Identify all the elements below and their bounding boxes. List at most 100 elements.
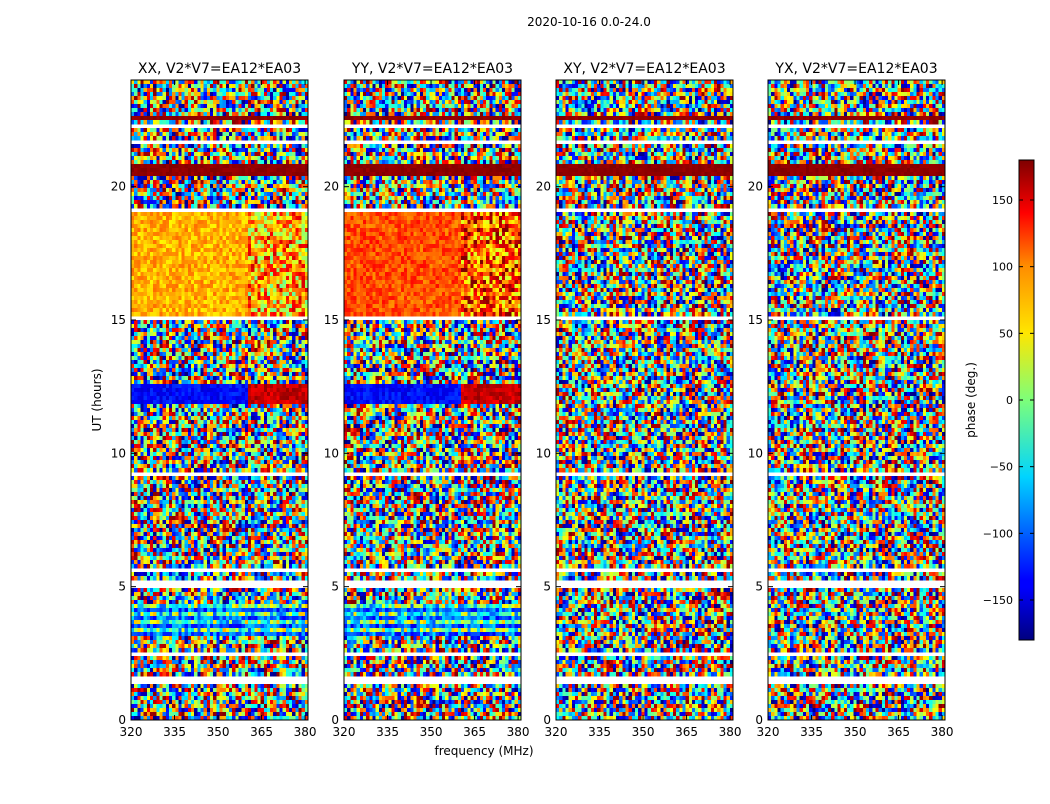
heatmap-cell bbox=[213, 88, 217, 92]
heatmap-cell bbox=[191, 260, 195, 264]
heatmap-cell bbox=[169, 88, 173, 92]
heatmap-cell bbox=[147, 184, 151, 188]
heatmap-cell bbox=[229, 248, 233, 252]
heatmap-cell bbox=[220, 152, 224, 156]
heatmap-cell bbox=[248, 260, 252, 264]
heatmap-cell bbox=[273, 104, 277, 108]
heatmap-cell bbox=[261, 200, 265, 204]
heatmap-cell bbox=[166, 80, 170, 84]
heatmap-cell bbox=[134, 260, 138, 264]
heatmap-cell bbox=[131, 80, 135, 84]
heatmap-cell bbox=[185, 132, 189, 136]
heatmap-cell bbox=[178, 244, 182, 248]
heatmap-cell bbox=[289, 136, 293, 140]
heatmap-cell bbox=[163, 224, 167, 228]
heatmap-cell bbox=[261, 148, 265, 152]
heatmap-cell bbox=[223, 192, 227, 196]
heatmap-cell bbox=[150, 256, 154, 260]
heatmap-cell bbox=[295, 156, 299, 160]
heatmap-cell bbox=[140, 224, 144, 228]
heatmap-cell bbox=[134, 148, 138, 152]
heatmap-cell bbox=[238, 176, 242, 180]
heatmap-cell bbox=[144, 148, 148, 152]
heatmap-cell bbox=[185, 152, 189, 156]
heatmap-cell bbox=[197, 112, 201, 116]
heatmap-cell bbox=[245, 180, 249, 184]
heatmap-cell bbox=[229, 100, 233, 104]
heatmap-cell bbox=[204, 248, 208, 252]
heatmap-cell bbox=[153, 256, 157, 260]
heatmap-cell bbox=[276, 100, 280, 104]
heatmap-cell bbox=[194, 112, 198, 116]
heatmap-cell bbox=[229, 128, 233, 132]
heatmap-cell bbox=[276, 148, 280, 152]
heatmap-cell bbox=[257, 160, 261, 164]
heatmap-cell bbox=[182, 120, 186, 124]
heatmap-cell bbox=[257, 148, 261, 152]
heatmap-cell bbox=[248, 128, 252, 132]
heatmap-cell bbox=[166, 200, 170, 204]
heatmap-cell bbox=[270, 176, 274, 180]
heatmap-cell bbox=[257, 96, 261, 100]
heatmap-cell bbox=[153, 216, 157, 220]
heatmap-cell bbox=[156, 120, 160, 124]
heatmap-cell bbox=[302, 240, 306, 244]
heatmap-cell bbox=[137, 164, 141, 168]
heatmap-cell bbox=[216, 224, 220, 228]
heatmap-cell bbox=[156, 260, 160, 264]
heatmap-cell bbox=[238, 260, 242, 264]
heatmap-cell bbox=[264, 168, 268, 172]
heatmap-cell bbox=[280, 244, 284, 248]
heatmap-cell bbox=[153, 180, 157, 184]
heatmap-cell bbox=[169, 256, 173, 260]
heatmap-cell bbox=[276, 84, 280, 88]
heatmap-cell bbox=[299, 252, 303, 256]
heatmap-cell bbox=[273, 184, 277, 188]
heatmap-cell bbox=[273, 148, 277, 152]
heatmap-cell bbox=[267, 144, 271, 148]
heatmap-cell bbox=[134, 136, 138, 140]
heatmap-cell bbox=[178, 176, 182, 180]
heatmap-cell bbox=[201, 216, 205, 220]
heatmap-cell bbox=[178, 120, 182, 124]
heatmap-cell bbox=[232, 136, 236, 140]
heatmap-cell bbox=[302, 156, 306, 160]
heatmap-cell bbox=[172, 100, 176, 104]
heatmap-cell bbox=[299, 148, 303, 152]
heatmap-cell bbox=[178, 192, 182, 196]
heatmap-cell bbox=[238, 108, 242, 112]
heatmap-cell bbox=[131, 100, 135, 104]
heatmap-cell bbox=[150, 232, 154, 236]
heatmap-cell bbox=[276, 232, 280, 236]
heatmap-cell bbox=[140, 172, 144, 176]
heatmap-cell bbox=[223, 164, 227, 168]
heatmap-cell bbox=[169, 164, 173, 168]
heatmap-cell bbox=[245, 252, 249, 256]
heatmap-cell bbox=[144, 228, 148, 232]
heatmap-cell bbox=[147, 192, 151, 196]
heatmap-cell bbox=[248, 204, 252, 208]
heatmap-cell bbox=[159, 128, 163, 132]
heatmap-cell bbox=[144, 176, 148, 180]
heatmap-cell bbox=[166, 220, 170, 224]
heatmap-cell bbox=[185, 180, 189, 184]
heatmap-cell bbox=[131, 260, 135, 264]
heatmap-cell bbox=[280, 232, 284, 236]
heatmap-cell bbox=[220, 168, 224, 172]
heatmap-cell bbox=[226, 200, 230, 204]
heatmap-cell bbox=[204, 212, 208, 216]
heatmap-cell bbox=[156, 148, 160, 152]
heatmap-cell bbox=[163, 120, 167, 124]
heatmap-cell bbox=[144, 100, 148, 104]
heatmap-cell bbox=[232, 160, 236, 164]
heatmap-cell bbox=[254, 92, 258, 96]
heatmap-cell bbox=[254, 252, 258, 256]
heatmap-cell bbox=[150, 192, 154, 196]
heatmap-cell bbox=[156, 196, 160, 200]
heatmap-cell bbox=[216, 264, 220, 268]
heatmap-cell bbox=[207, 188, 211, 192]
heatmap-cell bbox=[185, 104, 189, 108]
heatmap-cell bbox=[254, 212, 258, 216]
heatmap-cell bbox=[178, 240, 182, 244]
heatmap-cell bbox=[289, 200, 293, 204]
